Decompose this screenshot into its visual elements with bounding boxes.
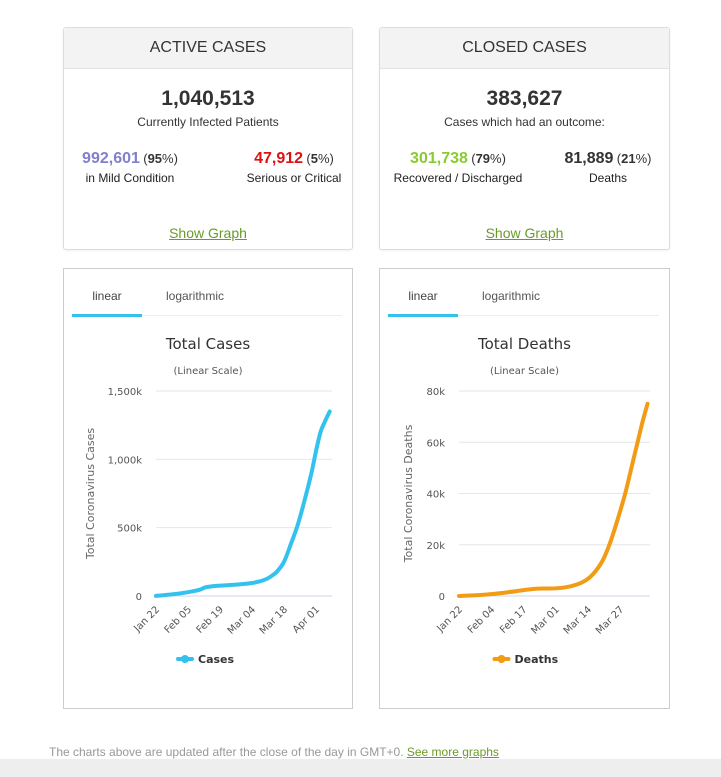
y-tick-label: 0: [439, 592, 445, 603]
mild-percent: (95%): [143, 151, 178, 166]
x-tick-label: Apr 01: [291, 604, 322, 635]
mild-condition-stat: 992,601 (95%) in Mild Condition: [70, 150, 190, 185]
closed-cases-total: 383,627: [486, 87, 563, 110]
active-cases-title: ACTIVE CASES: [64, 28, 352, 69]
y-tick-label: 80k: [426, 387, 445, 398]
y-tick-label: 20k: [426, 541, 445, 552]
y-axis-label: Total Coronavirus Cases: [84, 428, 97, 561]
bottom-bar: [0, 759, 721, 777]
legend-label: Cases: [198, 653, 235, 666]
y-axis-label: Total Coronavirus Deaths: [402, 424, 415, 563]
serious-value: 47,912: [254, 150, 304, 167]
x-tick-label: Feb 04: [466, 604, 498, 636]
x-tick-label: Feb 05: [163, 604, 195, 636]
y-tick-label: 60k: [426, 438, 445, 449]
x-tick-label: Mar 18: [258, 604, 290, 636]
chart-title: Total Cases: [165, 335, 251, 353]
tab-logarithmic[interactable]: logarithmic: [165, 289, 225, 303]
chart-title: Total Deaths: [477, 335, 571, 353]
recovered-label: Recovered / Discharged: [393, 171, 523, 185]
tab-logarithmic[interactable]: logarithmic: [481, 289, 541, 303]
footer-text: The charts above are updated after the c…: [49, 745, 407, 759]
x-tick-label: Mar 01: [529, 604, 561, 636]
legend-marker-dot: [181, 655, 189, 663]
chart-subtitle: (Linear Scale): [174, 366, 243, 377]
active-cases-card: ACTIVE CASES 1,040,513 Currently Infecte…: [63, 27, 353, 250]
serious-condition-stat: 47,912 (5%) Serious or Critical: [240, 150, 348, 185]
x-tick-label: Mar 14: [562, 604, 594, 636]
closed-cases-title: CLOSED CASES: [380, 28, 669, 69]
see-more-graphs-link[interactable]: See more graphs: [406, 745, 499, 759]
total-cases-chart-card: linear logarithmic Total Cases (Linear Sc…: [63, 268, 353, 709]
mild-value: 992,601: [82, 150, 140, 167]
serious-percent: (5%): [306, 151, 334, 166]
active-tab-indicator: [388, 314, 458, 317]
y-tick-label: 40k: [426, 490, 445, 501]
show-graph-link-closed[interactable]: Show Graph: [485, 225, 564, 241]
legend-marker-dot: [497, 655, 506, 663]
x-tick-label: Mar 04: [226, 604, 258, 636]
y-tick-label: 500k: [117, 524, 142, 535]
tab-linear[interactable]: linear: [408, 289, 438, 303]
recovered-value: 301,738: [410, 150, 468, 167]
x-tick-label: Feb 17: [498, 604, 530, 636]
x-tick-label: Feb 19: [195, 604, 227, 636]
chart-subtitle: (Linear Scale): [490, 366, 559, 377]
active-cases-total: 1,040,513: [161, 87, 255, 110]
x-tick-label: Mar 27: [594, 604, 626, 636]
total-cases-chart: Total Cases (Linear Scale) 0 500k 1,000k 1,50…: [84, 335, 332, 666]
closed-cases-card: CLOSED CASES 383,627 Cases which had an …: [379, 27, 670, 250]
total-deaths-chart: Total Deaths (Linear Scale) 0 20k 40k 60k 80k T…: [402, 335, 650, 666]
deaths-percent: (21%): [616, 151, 652, 166]
x-tick-label: Jan 22: [434, 604, 465, 635]
footer-note: The charts above are updated after the c…: [49, 745, 499, 759]
scale-tabs: linear logarithmic: [72, 283, 342, 317]
active-cases-total-label: Currently Infected Patients: [137, 115, 279, 129]
legend-label: Deaths: [515, 653, 559, 666]
deaths-value: 81,889: [564, 150, 614, 167]
recovered-percent: (79%): [471, 151, 506, 166]
recovered-stat: 301,738 (79%) Recovered / Discharged: [392, 150, 524, 185]
series-line-cases: [154, 409, 332, 598]
active-tab-indicator: [72, 314, 142, 317]
mild-label: in Mild Condition: [85, 171, 175, 185]
show-graph-link-active[interactable]: Show Graph: [169, 225, 247, 241]
y-tick-label: 1,000k: [108, 455, 143, 466]
scale-tabs: linear logarithmic: [388, 283, 659, 317]
closed-cases-total-label: Cases which had an outcome:: [444, 115, 605, 129]
y-tick-label: 0: [136, 592, 142, 603]
deaths-stat: 81,889 (21%) Deaths: [556, 150, 660, 185]
serious-label: Serious or Critical: [246, 171, 342, 185]
deaths-label: Deaths: [588, 171, 628, 185]
tab-linear[interactable]: linear: [92, 289, 122, 303]
y-tick-label: 1,500k: [108, 387, 143, 398]
x-tick-label: Jan 22: [131, 604, 162, 635]
series-line-deaths: [457, 401, 650, 598]
total-deaths-chart-card: linear logarithmic Total Deaths (Linear S…: [379, 268, 670, 709]
